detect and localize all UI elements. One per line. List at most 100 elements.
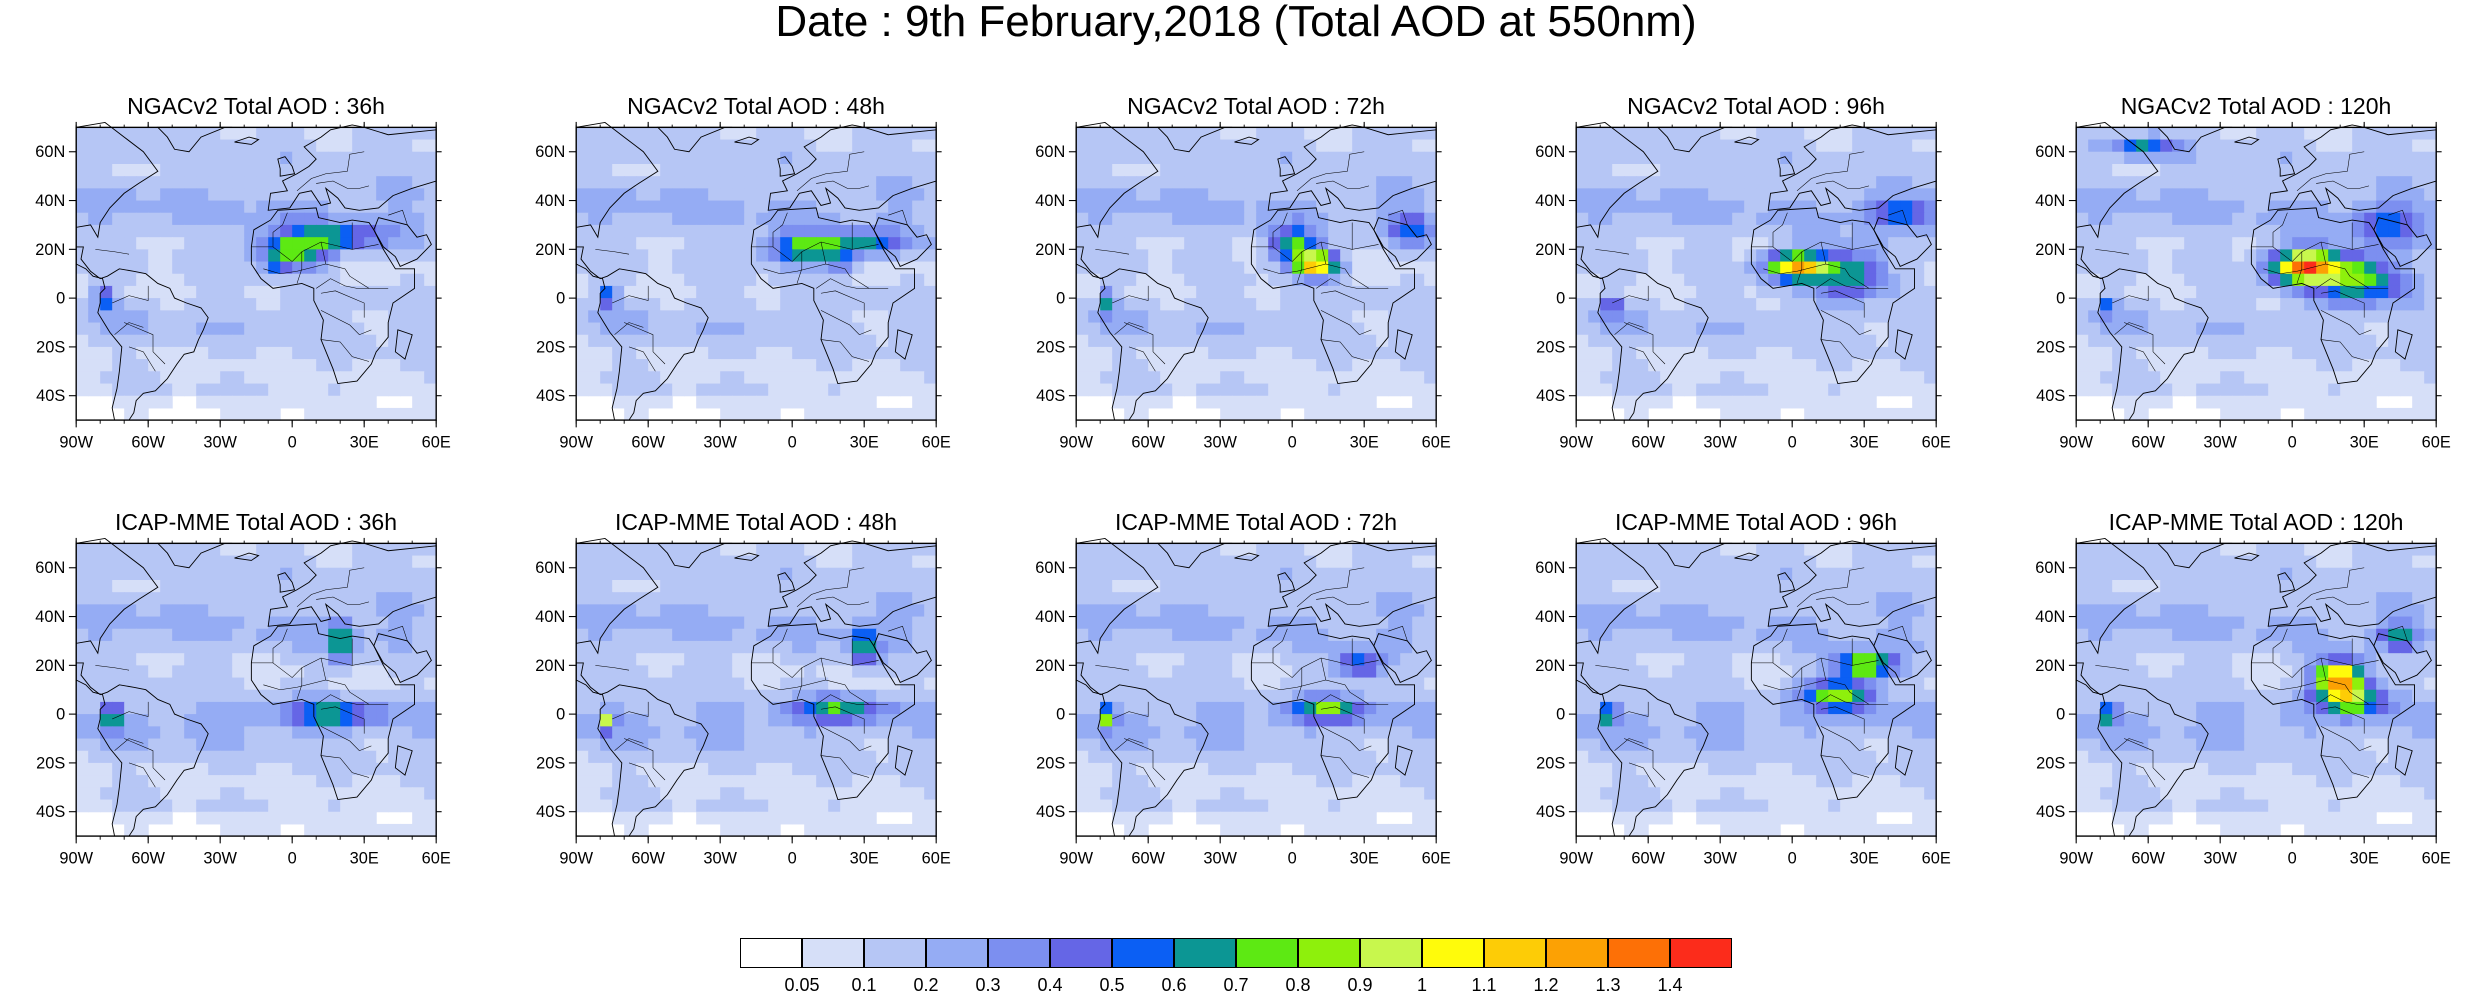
colorbar-swatch: [1298, 938, 1360, 968]
lat-tick-label: 60N: [1035, 559, 1065, 577]
lat-tick-label: 40S: [2036, 803, 2065, 821]
lat-tick-label: 40S: [536, 387, 565, 405]
lon-tick-label: 90W: [559, 433, 593, 451]
lat-tick-label: 40N: [35, 192, 65, 210]
colorbar-swatch: [740, 938, 802, 968]
panel-title: ICAP-MME Total AOD : 120h: [2108, 509, 2404, 535]
lat-tick-label: 60N: [2035, 559, 2065, 577]
colorbar-label: 1.4: [1657, 975, 1683, 995]
map-frame: [2075, 542, 2437, 837]
lon-tick-label: 0: [1288, 849, 1297, 867]
lon-tick-label: 30E: [2350, 849, 2379, 867]
map-frame: [1575, 126, 1937, 421]
lat-tick-label: 0: [56, 706, 65, 724]
lon-tick-label: 0: [288, 849, 297, 867]
lon-tick-label: 30E: [350, 433, 379, 451]
lat-tick-label: 60N: [535, 143, 565, 161]
aod-map: 90W 60W 30W 0 30E 60E 60N 40N 20N 0 20S 40S: [2035, 121, 2451, 451]
figure-title: Date : 9th February,2018 (Total AOD at 5…: [775, 0, 1697, 46]
colorbar-label: 0.7: [1223, 975, 1249, 995]
lon-tick-label: 60E: [1922, 433, 1951, 451]
lat-tick-label: 20N: [535, 241, 565, 259]
lon-tick-label: 60W: [1631, 849, 1665, 867]
colorbar-label: 1.1: [1471, 975, 1497, 995]
lat-tick-label: 20N: [1535, 241, 1565, 259]
lat-tick-label: 20N: [535, 657, 565, 675]
coastlines: [575, 537, 937, 837]
lon-tick-label: 60E: [422, 849, 451, 867]
colorbar-label: 0.9: [1347, 975, 1373, 995]
lat-tick-label: 20N: [2035, 241, 2065, 259]
colorbar-label: 0.6: [1161, 975, 1187, 995]
lat-tick-label: 40S: [36, 387, 65, 405]
lon-tick-label: 60E: [1422, 849, 1451, 867]
colorbar-swatch: [1484, 938, 1546, 968]
lat-tick-label: 40N: [535, 608, 565, 626]
lon-tick-label: 30E: [1850, 849, 1879, 867]
lat-tick-label: 20S: [536, 754, 565, 772]
panel-title: NGACv2 Total AOD : 72h: [1127, 93, 1385, 119]
map-frame: [1075, 126, 1437, 421]
aod-field: [1576, 543, 1937, 837]
colorbar-swatch: [988, 938, 1050, 968]
lon-tick-label: 60E: [922, 849, 951, 867]
lat-tick-label: 20S: [36, 754, 65, 772]
lon-tick-label: 30W: [2203, 849, 2237, 867]
aod-map: 90W 60W 30W 0 30E 60E 60N 40N 20N 0 20S 40S: [1035, 121, 1451, 451]
lat-tick-label: 20N: [1035, 241, 1065, 259]
lat-tick-label: 40N: [1035, 608, 1065, 626]
lon-tick-label: 30W: [703, 433, 737, 451]
lat-tick-label: 20N: [35, 241, 65, 259]
colorbar-swatch: [1422, 938, 1484, 968]
aod-map: 90W 60W 30W 0 30E 60E 60N 40N 20N 0 20S 40S: [1035, 537, 1451, 867]
lat-tick-label: 20S: [1036, 754, 1065, 772]
lon-tick-label: 0: [1788, 849, 1797, 867]
aod-map: 90W 60W 30W 0 30E 60E 60N 40N 20N 0 20S 40S: [535, 537, 951, 867]
colorbar-swatch: [1546, 938, 1608, 968]
lon-tick-label: 60W: [1631, 433, 1665, 451]
lon-tick-label: 60E: [2422, 849, 2451, 867]
lon-tick-label: 60E: [922, 433, 951, 451]
lat-tick-label: 40S: [1536, 387, 1565, 405]
lat-tick-label: 60N: [1535, 143, 1565, 161]
colorbar-swatch: [1112, 938, 1174, 968]
lat-tick-label: 40N: [1535, 192, 1565, 210]
lon-tick-label: 60W: [131, 433, 165, 451]
lon-tick-label: 30W: [203, 433, 237, 451]
map-panel: ICAP-MME Total AOD : 36h 90W 60W 30W 0 30E 60E…: [35, 507, 458, 907]
lon-tick-label: 60W: [1131, 433, 1165, 451]
lon-tick-label: 90W: [59, 849, 93, 867]
lon-tick-label: 30E: [1350, 433, 1379, 451]
lon-tick-label: 30W: [203, 849, 237, 867]
panel-title: NGACv2 Total AOD : 36h: [127, 93, 385, 119]
lon-tick-label: 30W: [2203, 433, 2237, 451]
aod-field: [1576, 127, 1937, 421]
lon-tick-label: 60E: [1922, 849, 1951, 867]
lat-tick-label: 20S: [1536, 338, 1565, 356]
aod-field: [2076, 127, 2437, 421]
aod-field: [76, 127, 437, 421]
colorbar-swatch: [1608, 938, 1670, 968]
lat-tick-label: 40N: [1035, 192, 1065, 210]
lat-tick-label: 40S: [36, 803, 65, 821]
lat-tick-label: 40S: [2036, 387, 2065, 405]
lat-tick-label: 0: [2056, 290, 2065, 308]
lon-tick-label: 60W: [631, 849, 665, 867]
lat-tick-label: 0: [1056, 290, 1065, 308]
colorbar-swatch: [1670, 938, 1732, 968]
lon-tick-label: 30W: [1703, 849, 1737, 867]
map-panel: ICAP-MME Total AOD : 120h 90W 60W 30W 0 30E 60…: [2035, 507, 2458, 907]
lat-tick-label: 20S: [536, 338, 565, 356]
lon-tick-label: 30W: [1703, 433, 1737, 451]
lat-tick-label: 0: [2056, 706, 2065, 724]
lat-tick-label: 60N: [2035, 143, 2065, 161]
lat-tick-label: 40S: [536, 803, 565, 821]
lon-tick-label: 30W: [703, 849, 737, 867]
lon-tick-label: 60W: [631, 433, 665, 451]
lat-tick-label: 20S: [1036, 338, 1065, 356]
lon-tick-label: 90W: [1059, 433, 1093, 451]
panel-title: ICAP-MME Total AOD : 48h: [614, 509, 898, 535]
colorbar-swatch: [1050, 938, 1112, 968]
panel-title: ICAP-MME Total AOD : 36h: [114, 509, 398, 535]
lat-tick-label: 20S: [36, 338, 65, 356]
